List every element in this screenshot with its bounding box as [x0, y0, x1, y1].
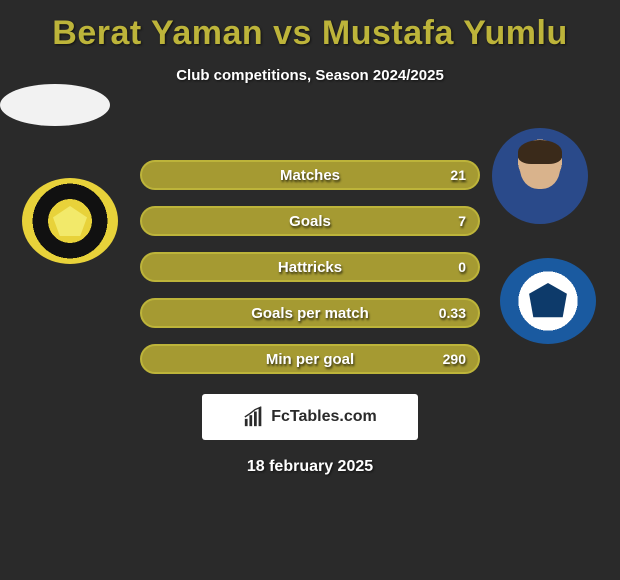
stat-right-value: 0	[458, 259, 466, 275]
stat-row-matches: Matches 21	[140, 160, 480, 190]
player2-club-crest	[500, 258, 596, 344]
player1-club-crest	[22, 178, 118, 264]
player2-name: Mustafa Yumlu	[322, 14, 568, 52]
player2-avatar	[492, 128, 588, 224]
stat-label: Goals per match	[251, 305, 369, 322]
logo-text: FcTables.com	[271, 408, 377, 426]
stat-row-min-per-goal: Min per goal 290	[140, 344, 480, 374]
stat-right-value: 7	[458, 213, 466, 229]
comparison-title: Berat Yaman vs Mustafa Yumlu	[0, 0, 620, 53]
fctables-logo: FcTables.com	[202, 394, 418, 440]
stat-right-value: 0.33	[439, 305, 466, 321]
date-label: 18 february 2025	[0, 458, 620, 476]
player1-name: Berat Yaman	[52, 14, 263, 52]
subtitle: Club competitions, Season 2024/2025	[0, 67, 620, 84]
stat-label: Hattricks	[278, 259, 342, 276]
stat-row-hattricks: Hattricks 0	[140, 252, 480, 282]
stats-container: Matches 21 Goals 7 Hattricks 0 Goals per…	[140, 160, 480, 374]
stat-right-value: 290	[443, 351, 466, 367]
stat-label: Goals	[289, 213, 331, 230]
stat-right-value: 21	[450, 167, 466, 183]
stat-row-goals: Goals 7	[140, 206, 480, 236]
stat-row-goals-per-match: Goals per match 0.33	[140, 298, 480, 328]
vs-separator: vs	[273, 14, 312, 52]
bar-chart-icon	[243, 406, 265, 428]
stat-label: Min per goal	[266, 351, 354, 368]
stat-label: Matches	[280, 167, 340, 184]
player1-avatar	[0, 84, 110, 126]
